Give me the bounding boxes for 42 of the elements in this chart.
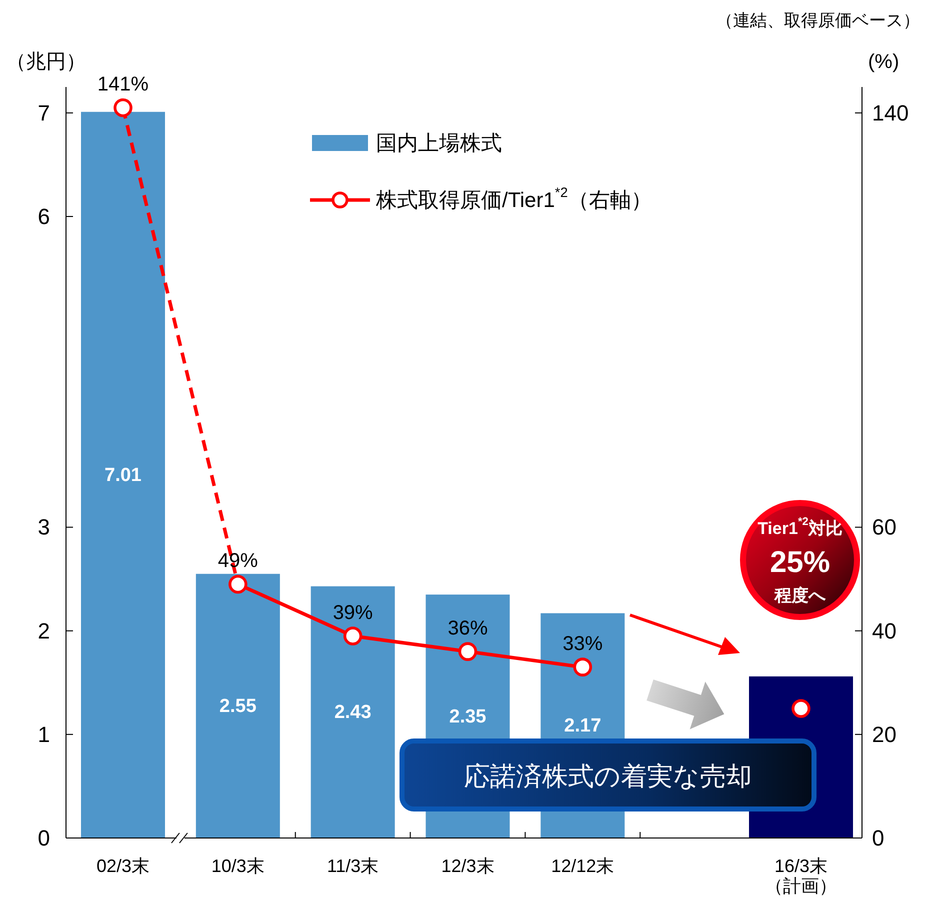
x-tick-label: 12/12末 (551, 856, 614, 876)
y2-tick-label: 60 (872, 514, 896, 540)
data-label: 49% (218, 550, 258, 572)
data-label: 7.01 (104, 464, 142, 486)
y-axis-title: （兆円） (6, 51, 86, 73)
data-label: 2.35 (449, 706, 487, 727)
y-tick-label: 1 (38, 722, 50, 747)
y2-tick-label: 0 (872, 826, 884, 850)
annotation: Tier1$^{*2}$対比 25% 程度へ (758, 516, 842, 604)
data-label: 36% (448, 618, 488, 640)
bar (81, 112, 165, 838)
bar (196, 574, 280, 838)
point (458, 642, 478, 661)
x-tick-label: 12/3末 (441, 856, 494, 876)
data-label: 2.17 (564, 715, 602, 736)
y-tick-label: 3 (38, 514, 50, 540)
data-label: 2.55 (219, 695, 257, 716)
y-tick-label: 6 (38, 204, 50, 229)
y-tick-label: 7 (38, 100, 50, 126)
annotation: 応諾済株式の着実な売却 (464, 761, 752, 791)
y-tick-label: 2 (38, 618, 50, 644)
x-tick-label: 11/3末 (326, 856, 379, 876)
data-label: 39% (332, 602, 374, 624)
legend-label: 株式取得原価/Tier1$^{*2}$（右軸） (375, 185, 652, 212)
data-label: 141% (97, 74, 149, 96)
y-tick-label: 0 (38, 826, 50, 850)
legend-label: 国内上場株式 (376, 132, 502, 154)
point (343, 626, 362, 646)
y2-tick-label: 140 (872, 100, 909, 126)
data-label: 33% (562, 633, 603, 656)
y2-axis-title: (%) (868, 51, 900, 73)
x-tick-label: 16/3末（計画） (765, 856, 837, 896)
text: （連結、取得原価ベース） (716, 11, 920, 30)
bar (310, 586, 395, 838)
x-tick-label: 02/3末 (96, 856, 150, 876)
y2-tick-label: 40 (872, 618, 896, 644)
data-label: 2.43 (334, 702, 372, 723)
x-tick-label: 10/3末 (211, 856, 264, 876)
point (114, 98, 132, 118)
point (228, 574, 248, 594)
y2-tick-label: 20 (872, 722, 896, 747)
point (573, 658, 592, 676)
